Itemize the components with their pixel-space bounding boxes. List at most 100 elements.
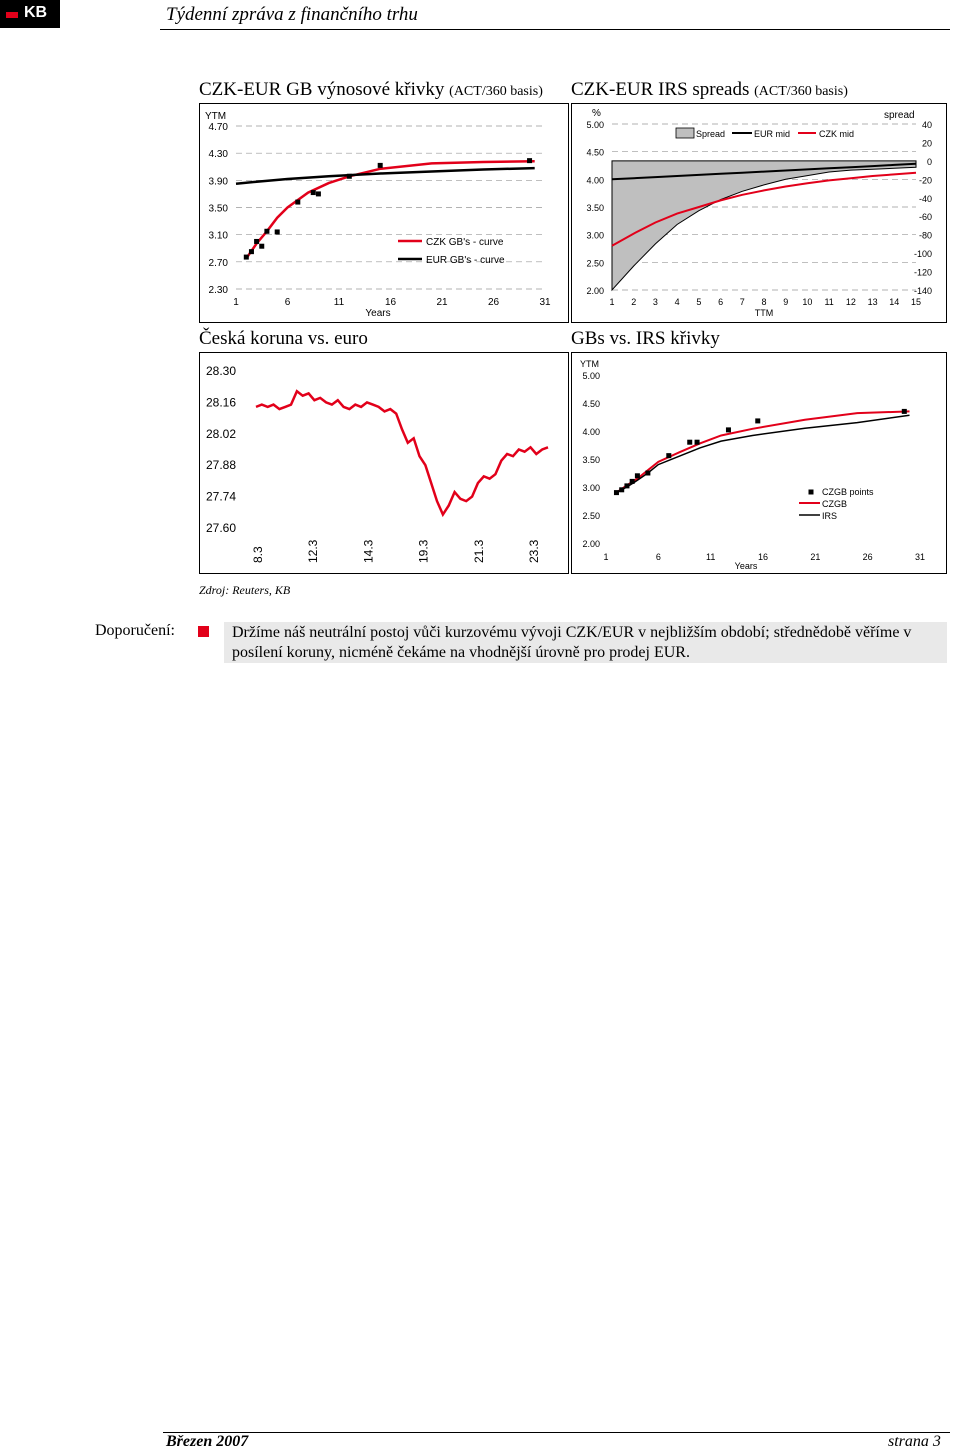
irs-spreads-svg: % spread 5.00 4.50 4.00 3.50 3.00 2.50 2.00 40 20 0… — [586, 108, 932, 318]
x-tick-label: 6 — [718, 297, 723, 307]
y-tick-label: 3.50 — [586, 203, 604, 213]
irs-spreads-chart: % spread 5.00 4.50 4.00 3.50 3.00 2.50 2.00 40 20 0… — [571, 103, 947, 323]
czk-eur-title: Česká koruna vs. euro — [199, 328, 368, 349]
y-tick-label: 3.00 — [582, 483, 600, 493]
y2-tick-label: 40 — [922, 120, 932, 130]
recommendation-text: Držíme náš neutrální postoj vůči kurzové… — [232, 624, 912, 661]
x-tick-label: 11 — [824, 297, 833, 307]
x-tick-label: 6 — [656, 552, 661, 562]
y-tick-label: 2.30 — [209, 285, 229, 296]
x-tick-label: 8.3 — [251, 546, 265, 563]
data-point-marker — [264, 228, 270, 234]
y-tick-label: 2.00 — [586, 286, 604, 296]
yield-curves-title: CZK-EUR GB výnosové křivky (ACT/360 basi… — [199, 79, 543, 101]
footer-date: Březen 2007 — [166, 1433, 249, 1450]
x-tick-label: 2 — [631, 297, 636, 307]
y-tick-label: 4.30 — [209, 149, 229, 160]
y-tick-label: 28.30 — [206, 364, 236, 378]
x-tick-label: 21 — [810, 552, 820, 562]
data-point-marker — [259, 243, 265, 249]
x-tick-label: 12 — [846, 297, 856, 307]
x-tick-label: 1 — [233, 297, 239, 308]
y-tick-label: 4.00 — [582, 427, 600, 437]
data-point-marker — [248, 249, 254, 255]
y2-tick-label: -100 — [914, 249, 932, 259]
recommendation-box — [224, 622, 947, 663]
gbs-irs-chart: YTM 5.00 4.50 4.00 3.50 3.00 2.50 2.00 1 6 11 16 21 2… — [571, 352, 947, 574]
y2-tick-label: -20 — [919, 175, 932, 185]
y-axis-label: YTM — [205, 111, 226, 122]
x-tick-label: 14 — [889, 297, 899, 307]
y2-tick-label: -120 — [914, 268, 932, 278]
y-tick-label: 3.00 — [586, 231, 604, 241]
legend-label: EUR GB's - curve — [426, 255, 505, 266]
series-line-czgb — [615, 410, 910, 494]
legend-label: EUR mid — [754, 129, 790, 139]
irs-spreads-title-main: CZK-EUR IRS spreads — [571, 79, 750, 100]
y-tick-label: 3.90 — [209, 176, 229, 187]
spread-area — [611, 160, 917, 292]
x-tick-label: 11 — [706, 552, 715, 562]
data-point-marker — [619, 487, 625, 493]
footer-page-number: strana 3 — [888, 1433, 941, 1450]
y-axis-label: YTM — [580, 359, 599, 369]
y2-tick-label: 20 — [922, 138, 932, 148]
data-point-marker — [310, 190, 316, 196]
x-axis-label: TTM — [755, 308, 774, 318]
x-axis-label: Years — [365, 308, 390, 319]
y-tick-label: 4.00 — [586, 175, 604, 185]
logo-text: KB — [24, 4, 48, 21]
y2-tick-label: 0 — [927, 157, 932, 167]
x-tick-label: 8 — [761, 297, 766, 307]
data-point-marker — [254, 238, 260, 244]
y2-tick-label: -60 — [919, 212, 932, 222]
series-line-irs — [616, 414, 910, 494]
data-point-marker — [629, 478, 635, 484]
legend-point-marker — [808, 489, 814, 495]
data-point-marker — [527, 158, 533, 164]
legend-label: CZK GB's - curve — [426, 237, 504, 248]
data-point-marker — [346, 173, 352, 179]
y-tick-label: 27.60 — [206, 521, 236, 535]
x-tick-label: 26 — [488, 297, 500, 308]
legend-label: CZGB — [822, 499, 847, 509]
logo-mark-icon — [6, 12, 18, 18]
data-point-marker — [901, 408, 907, 414]
y-tick-label: 4.50 — [586, 148, 604, 158]
legend-label: IRS — [822, 511, 837, 521]
y2-tick-label: -140 — [914, 286, 932, 296]
legend-label: CZGB points — [822, 487, 874, 497]
y-tick-label: 3.50 — [209, 204, 229, 215]
x-tick-label: 4 — [675, 297, 680, 307]
y2-tick-label: -80 — [919, 231, 932, 241]
irs-spreads-title-sub: (ACT/360 basis) — [754, 84, 848, 99]
source-note: Zdroj: Reuters, KB — [199, 583, 291, 597]
y-tick-label: 2.00 — [582, 539, 600, 549]
x-tick-label: 16 — [758, 552, 768, 562]
legend-swatch — [675, 127, 695, 139]
data-point-marker — [243, 254, 249, 260]
data-point-marker — [613, 490, 619, 496]
y-tick-label: 28.02 — [206, 427, 236, 441]
y-axis-label: % — [592, 108, 601, 119]
x-tick-label: 5 — [696, 297, 701, 307]
data-point-marker — [755, 418, 761, 424]
y2-axis-label: spread — [884, 110, 915, 121]
header-divider — [160, 29, 950, 30]
x-tick-label: 15 — [911, 297, 921, 307]
data-point-marker — [725, 427, 731, 433]
data-point-marker — [315, 191, 321, 197]
gbs-irs-title: GBs vs. IRS křivky — [571, 328, 720, 349]
x-tick-label: 6 — [285, 297, 291, 308]
y-tick-label: 4.70 — [209, 122, 229, 133]
series-line-czk-mid — [611, 171, 917, 247]
x-tick-label: 31 — [915, 552, 925, 562]
x-tick-label: 11 — [334, 297, 345, 308]
page-header-title: Týdenní zpráva z finančního trhu — [166, 4, 418, 25]
footer-divider — [163, 1432, 950, 1433]
data-point-marker — [274, 229, 280, 235]
x-tick-label: 21 — [436, 297, 448, 308]
x-tick-label: 9 — [783, 297, 788, 307]
fx-rate-line — [255, 389, 549, 518]
